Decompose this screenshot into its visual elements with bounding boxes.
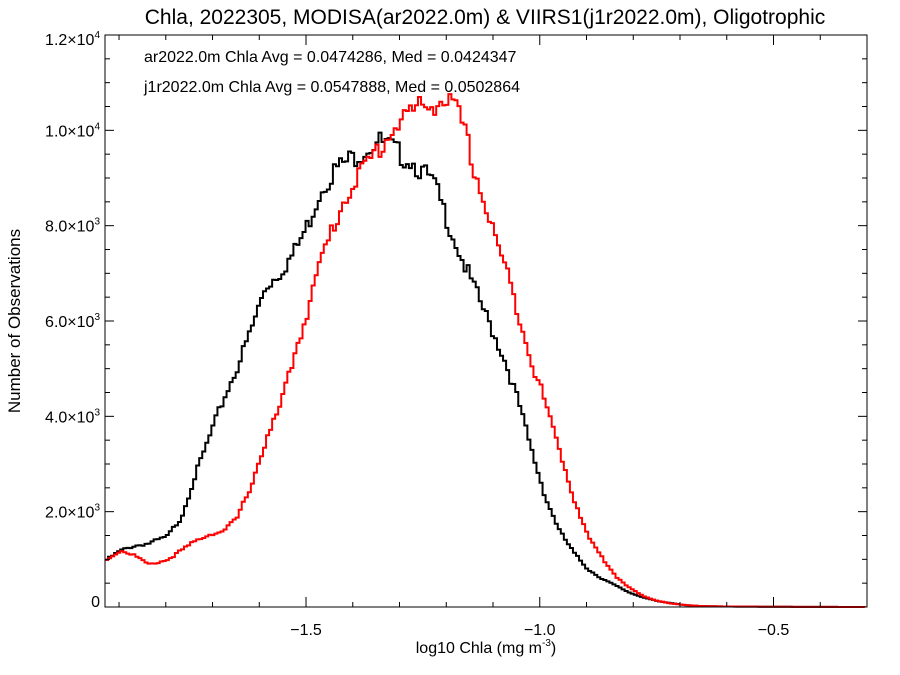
y-tick-label: 1.0×104 — [45, 121, 100, 140]
y-tick-label: 4.0×103 — [45, 407, 100, 426]
plot-frame — [104, 34, 868, 608]
annotation-modis: ar2022.0m Chla Avg = 0.0474286, Med = 0.… — [144, 49, 517, 66]
x-axis-label-base: log10 Chla (mg m — [416, 640, 542, 657]
series-group — [105, 93, 866, 608]
annotation-viirs: j1r2022.0m Chla Avg = 0.0547888, Med = 0… — [143, 79, 520, 96]
y-axis-label: Number of Observations — [5, 229, 24, 413]
series-line-1 — [105, 93, 866, 608]
x-axis-label: log10 Chla (mg m-3) — [416, 638, 557, 657]
x-axis-label-tail: ) — [551, 640, 556, 657]
x-tick-label: −0.5 — [758, 622, 790, 639]
x-tick-label: −1.0 — [524, 622, 556, 639]
x-axis: −1.5 −1.0 −0.5 — [118, 35, 868, 639]
y-tick-label: 8.0×103 — [45, 217, 100, 236]
y-tick-label: 1.2×104 — [45, 30, 100, 49]
y-tick-label: 0 — [91, 594, 100, 611]
y-axis: 0 2.0×103 4.0×103 6.0×103 8.0×103 1.0×104 1.2×… — [45, 30, 867, 611]
x-tick-label: −1.5 — [290, 622, 322, 639]
x-axis-label-exp: -3 — [542, 638, 551, 649]
y-tick-label: 6.0×103 — [45, 312, 100, 331]
y-tick-label: 2.0×103 — [45, 503, 100, 522]
chart-title: Chla, 2022305, MODISA(ar2022.0m) & VIIRS… — [145, 6, 825, 29]
